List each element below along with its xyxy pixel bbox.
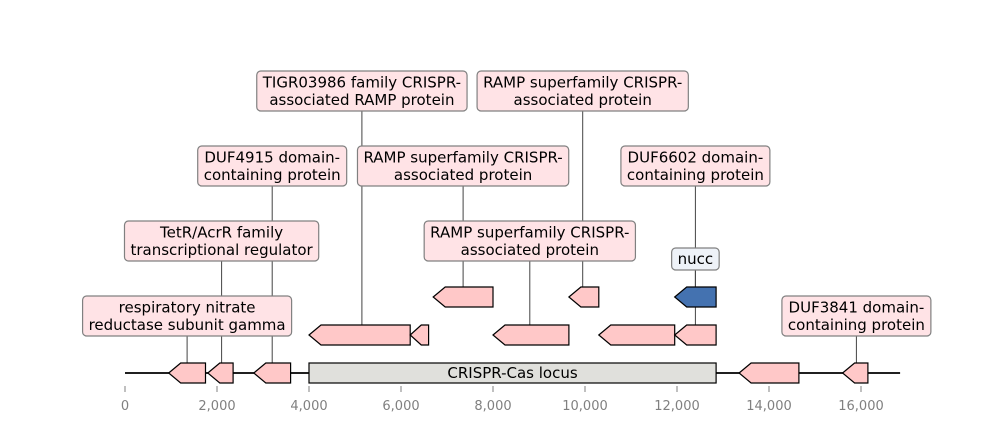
gene-label-text: RAMP superfamily CRISPR-: [483, 73, 682, 91]
gene-label-5: RAMP superfamily CRISPR-associated prote…: [356, 145, 570, 187]
x-tick-label-4: 8,000: [474, 399, 511, 414]
x-tick-label-1: 2,000: [198, 399, 235, 414]
gene-label-text: containing protein: [204, 166, 341, 184]
x-tick-label-5: 10,000: [562, 399, 608, 414]
gene-label-text: containing protein: [627, 166, 764, 184]
gene-label-text: associated protein: [461, 241, 599, 259]
gene-label-text: DUF4915 domain-: [204, 148, 340, 166]
gene-label-8: DUF6602 domain-containing protein: [620, 145, 771, 187]
gene-label-text: associated protein: [514, 91, 652, 109]
gene-arrow-6: [308, 324, 411, 346]
gene-arrow-13: [673, 286, 717, 308]
gene-label-9: nucc: [671, 247, 720, 271]
gene-arrow-3: [252, 362, 292, 384]
gene-label-text: DUF3841 domain-: [789, 298, 925, 316]
gene-label-text: nucc: [678, 250, 714, 268]
crispr-cas-locus-label: CRISPR-Cas locus: [447, 364, 577, 382]
gene-arrow-5: [841, 362, 869, 384]
gene-arrow-1: [167, 362, 207, 384]
x-tick-label-0: 0: [121, 399, 129, 414]
gene-label-box: [781, 295, 932, 337]
gene-label-box: [423, 220, 637, 262]
gene-label-3: DUF4915 domain-containing protein: [197, 145, 348, 187]
gene-label-text: reductase subunit gamma: [89, 316, 286, 334]
x-tick-label-7: 14,000: [746, 399, 792, 414]
gene-label-text: associated RAMP protein: [269, 91, 454, 109]
gene-arrow-4: [738, 362, 800, 384]
gene-label-6: RAMP superfamily CRISPR-associated prote…: [423, 220, 637, 262]
gene-arrows: [167, 286, 869, 384]
crispr-cas-locus-box: [308, 362, 717, 384]
gene-label-box: [620, 145, 771, 187]
gene-label-text: TIGR03986 family CRISPR-: [262, 73, 461, 91]
gene-label-box: [123, 220, 320, 262]
gene-label-text: respiratory nitrate: [119, 298, 256, 316]
gene-label-text: RAMP superfamily CRISPR-: [430, 223, 629, 241]
x-tick-label-6: 12,000: [654, 399, 700, 414]
gene-arrow-2: [206, 362, 234, 384]
gene-label-7: RAMP superfamily CRISPR-associated prote…: [476, 70, 689, 112]
gene-label-box: [356, 145, 570, 187]
gene-arrow-7: [409, 324, 430, 346]
gene-label-box: [81, 295, 293, 337]
gene-arrow-9: [597, 324, 676, 346]
gene-label-box: [197, 145, 348, 187]
gene-label-text: DUF6602 domain-: [628, 148, 764, 166]
gene-label-text: associated protein: [394, 166, 532, 184]
gene-arrow-12: [567, 286, 600, 308]
x-tick-label-2: 4,000: [290, 399, 327, 414]
locus-region: CRISPR-Cas locus: [308, 362, 717, 384]
gene-arrow-11: [432, 286, 494, 308]
gene-label-text: containing protein: [788, 316, 925, 334]
x-axis: 0 2,000 4,000 6,000 8,000 10,000 12,000 14,000 1…: [121, 386, 884, 414]
gene-label-box: [671, 247, 720, 271]
x-tick-label-3: 6,000: [382, 399, 419, 414]
gene-label-box: [476, 70, 689, 112]
x-tick-label-8: 16,000: [838, 399, 884, 414]
gene-label-text: transcriptional regulator: [130, 241, 313, 259]
gene-label-box: [256, 70, 468, 112]
gene-arrow-10: [673, 324, 717, 346]
gene-label-4: TIGR03986 family CRISPR-associated RAMP …: [256, 70, 468, 112]
gene-label-10: DUF3841 domain-containing protein: [781, 295, 932, 337]
gene-arrow-8: [492, 324, 570, 346]
gene-label-text: TetR/AcrR family: [159, 223, 283, 241]
gene-label-text: RAMP superfamily CRISPR-: [363, 148, 562, 166]
